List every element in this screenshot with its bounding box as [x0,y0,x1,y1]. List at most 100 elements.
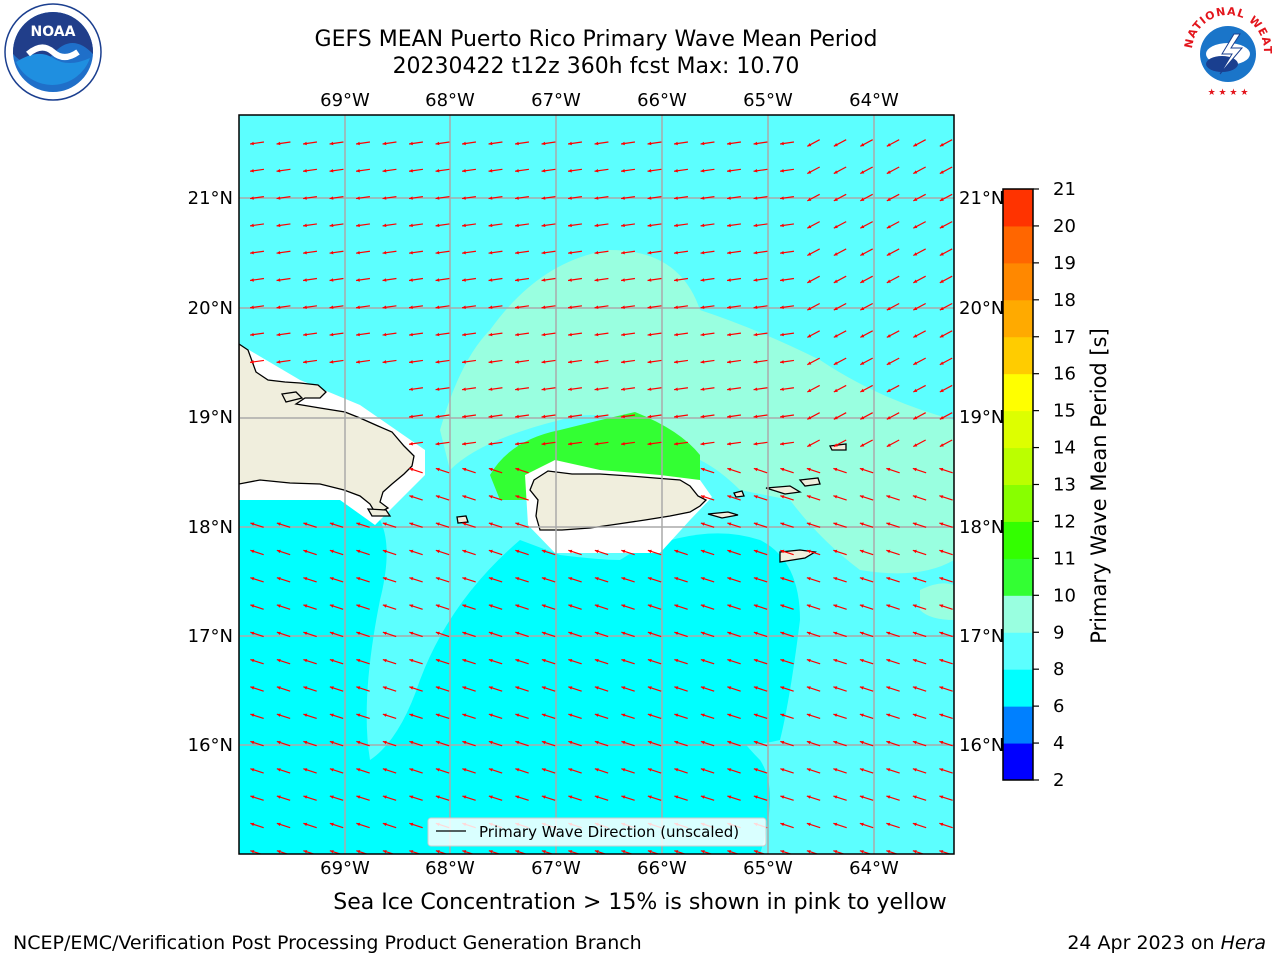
wave-direction-arrow [833,412,847,420]
wave-direction-arrow [356,768,370,774]
wave-direction-arrow [700,168,715,173]
wave-direction-arrow [488,686,503,692]
colorbar-tick-label: 19 [1053,253,1076,274]
wave-direction-arrow [329,359,344,364]
wave-direction-arrow [276,549,291,556]
wave-direction-arrow [488,495,503,501]
wave-direction-arrow [859,686,874,692]
colorbar-tick-label: 17 [1053,327,1076,348]
wave-direction-arrow [515,740,529,747]
wave-direction-arrow [329,305,344,309]
wave-direction-arrow [355,277,371,282]
wave-direction-arrow [408,223,424,228]
wave-direction-arrow [329,822,344,829]
wave-direction-arrow [859,822,874,829]
wave-direction-arrow [409,795,423,801]
wave-direction-arrow [674,658,688,665]
wave-direction-arrow [303,631,317,638]
top-lon-label: 67°W [531,90,581,111]
wave-direction-arrow [594,795,609,801]
wave-direction-arrow [594,196,609,200]
wave-direction-arrow [541,631,556,638]
wave-direction-arrow [621,713,635,720]
wave-direction-arrow [408,441,424,446]
wave-direction-arrow [939,495,953,501]
wave-direction-arrow [753,277,768,282]
colorbar-segment [1003,595,1033,633]
wave-direction-arrow [488,740,503,747]
wave-direction-arrow [620,250,636,255]
colorbar-segment [1003,743,1033,781]
wave-direction-arrow [435,441,450,446]
wave-direction-arrow [886,384,900,393]
wave-direction-arrow [514,332,530,337]
wave-direction-arrow [860,384,873,393]
wave-direction-arrow [303,604,317,610]
wave-direction-arrow [515,850,528,854]
wave-direction-arrow [886,139,900,147]
wave-direction-arrow [620,196,636,200]
left-lat-label: 21°N [188,188,233,209]
wave-direction-arrow [780,577,794,583]
wave-direction-arrow [620,441,636,446]
wave-direction-arrow [249,277,265,282]
wave-direction-arrow [912,686,927,692]
wave-direction-arrow [939,686,953,692]
wave-direction-arrow [753,332,768,337]
wave-direction-arrow [912,549,927,556]
wave-direction-arrow [382,332,397,337]
wave-direction-arrow [753,631,768,638]
wave-direction-arrow [859,604,874,610]
wave-direction-arrow [886,549,900,556]
wave-direction-arrow [886,522,900,528]
wave-direction-arrow [859,577,874,583]
wave-direction-arrow [435,414,450,419]
wave-direction-arrow [435,631,450,638]
wave-direction-arrow [276,359,291,364]
wave-direction-arrow [329,168,344,173]
wave-direction-arrow [408,332,424,337]
wave-direction-arrow [356,686,370,692]
wave-direction-arrow [488,549,503,556]
wave-direction-arrow [594,549,609,556]
wave-direction-arrow [753,141,768,146]
wave-direction-arrow [859,768,874,774]
colorbar-segment [1003,669,1033,707]
wave-direction-arrow [833,439,847,448]
wave-direction-arrow [568,631,582,638]
wave-direction-arrow [382,604,397,610]
wave-direction-arrow [647,305,662,309]
wave-direction-arrow [779,359,795,364]
colorbar-segment [1003,373,1033,412]
wave-direction-arrow [700,549,715,556]
wave-direction-arrow [515,549,529,556]
wave-direction-arrow [700,522,715,528]
wave-direction-arrow [329,577,344,583]
wave-direction-arrow [780,768,794,774]
wave-direction-arrow [461,332,477,337]
top-lon-label: 66°W [637,90,687,111]
wave-direction-arrow [859,495,874,501]
wave-direction-arrow [806,795,821,801]
wave-direction-arrow [303,686,317,692]
wave-direction-arrow [329,141,344,146]
wave-direction-arrow [382,822,397,829]
wave-direction-arrow [461,168,477,173]
wave-direction-arrow [833,713,847,720]
wave-direction-arrow [806,577,821,583]
wave-direction-arrow [409,740,423,747]
wave-direction-arrow [833,193,847,202]
wave-direction-arrow [727,495,741,501]
wave-direction-arrow [329,332,344,337]
wave-direction-arrow [912,768,927,774]
noaa-logo-icon: NOAA [4,3,102,101]
wave-direction-arrow [488,441,503,446]
wave-direction-arrow [488,250,503,255]
wave-direction-arrow [356,631,370,638]
map-field [239,115,954,854]
wave-direction-arrow [886,768,900,774]
wave-direction-arrow [779,250,795,255]
colorbar-tick-label: 10 [1053,585,1076,606]
wave-direction-arrow [435,495,450,501]
wave-direction-arrow [249,359,265,364]
